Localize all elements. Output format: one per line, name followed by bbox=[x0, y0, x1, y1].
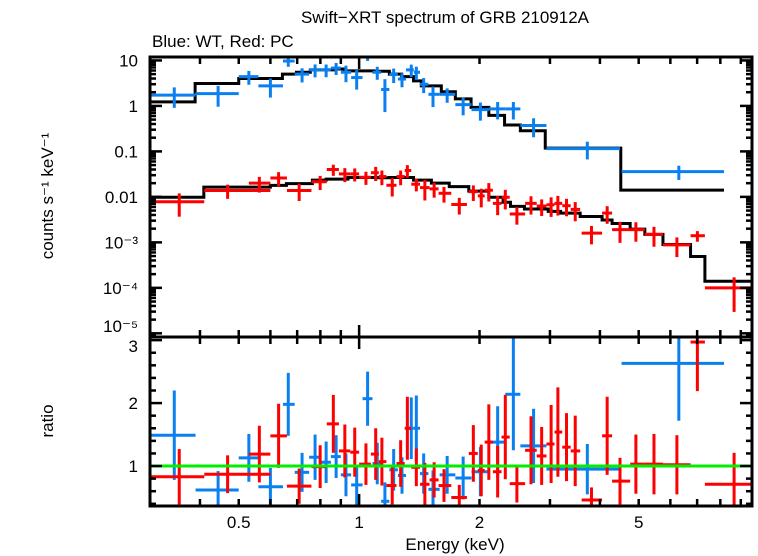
y-tick-label: 0.01 bbox=[105, 188, 138, 207]
y-tick-label: 0.1 bbox=[114, 142, 138, 161]
x-tick-label: 2 bbox=[475, 513, 484, 532]
x-tick-label: 1 bbox=[354, 513, 363, 532]
y-tick-label: 2 bbox=[129, 394, 138, 413]
y-tick-label: 10 bbox=[119, 51, 138, 70]
x-tick-label: 0.5 bbox=[227, 513, 251, 532]
y-tick-label: 1 bbox=[129, 97, 138, 116]
spectrum-panel bbox=[150, 57, 752, 312]
y-tick-label: 10⁻³ bbox=[104, 233, 138, 252]
x-axis-label: Energy (keV) bbox=[405, 535, 505, 554]
spectrum-frame bbox=[148, 55, 754, 339]
chart-subtitle: Blue: WT, Red: PC bbox=[152, 32, 294, 51]
y-tick-label: 10⁻⁴ bbox=[103, 279, 138, 298]
y-tick-label: 3 bbox=[129, 337, 138, 356]
chart-title: Swift−XRT spectrum of GRB 210912A bbox=[300, 8, 590, 27]
x-tick-label: 5 bbox=[634, 513, 643, 532]
y-tick-label: 1 bbox=[129, 457, 138, 476]
ratio-frame bbox=[148, 335, 754, 508]
ratio-panel bbox=[150, 337, 752, 506]
y-tick-label: 10⁻⁵ bbox=[103, 317, 138, 336]
